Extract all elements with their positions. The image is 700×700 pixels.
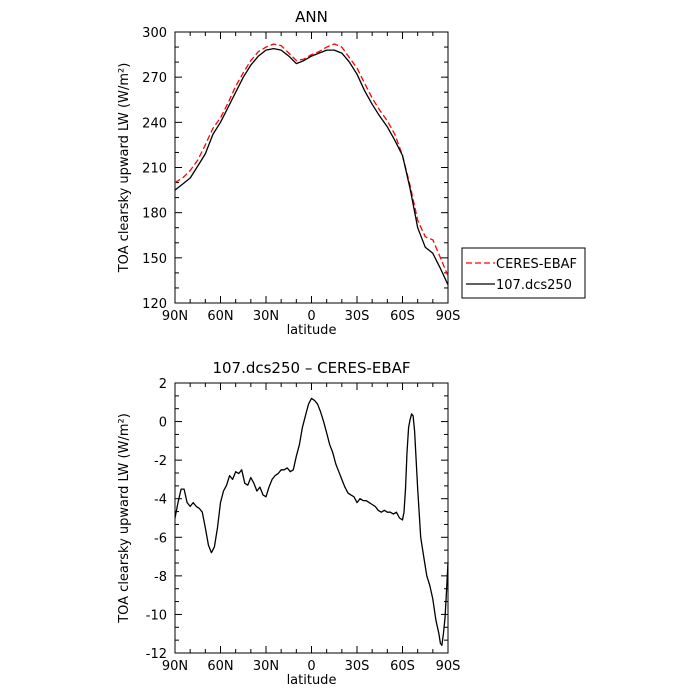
y-tick-label: -6 — [154, 531, 167, 546]
y-tick-label: -12 — [146, 647, 167, 662]
x-tick-label: 60N — [207, 309, 233, 324]
x-tick-label: 60S — [390, 659, 415, 674]
y-axis-label: TOA clearsky upward LW (W/m²) — [117, 413, 132, 624]
series-line-1 — [174, 47, 449, 286]
x-tick-label: 0 — [307, 309, 315, 324]
y-tick-label: 120 — [142, 297, 167, 312]
bottom-panel: 90N 60N 30N 0 30S 60S 90S -12 -10 -8 -6 -4 -2 0 2 107.d… — [117, 359, 460, 688]
series-line-0 — [174, 397, 449, 646]
y-tick-label: 180 — [142, 207, 167, 222]
x-axis-label: latitude — [287, 323, 337, 338]
y-tick-label: 210 — [142, 162, 167, 177]
y-tick-label: -4 — [154, 493, 167, 508]
y-axis-label: TOA clearsky upward LW (W/m²) — [117, 63, 132, 274]
y-tick-label: 150 — [142, 252, 167, 267]
x-tick-label: 90S — [436, 309, 461, 324]
x-axis-label: latitude — [287, 673, 337, 688]
y-tick-label: 300 — [142, 26, 167, 41]
x-tick-label: 30N — [253, 659, 279, 674]
plot-frame — [174, 382, 449, 654]
x-tick-label: 30S — [345, 659, 370, 674]
legend-label: CERES-EBAF — [496, 257, 577, 272]
x-tick-label: 90N — [162, 659, 188, 674]
y-tick-label: -2 — [154, 454, 167, 469]
panel-title: 107.dcs250 – CERES-EBAF — [212, 359, 410, 377]
x-tick-label: 30S — [345, 309, 370, 324]
x-tick-label: 30N — [253, 309, 279, 324]
top-panel: 90N 60N 30N 0 30S 60S 90S 120 150 180 210 240 270 300… — [117, 8, 460, 338]
y-tick-label: -10 — [146, 608, 167, 623]
x-tick-label: 60S — [390, 309, 415, 324]
x-tick-label: 90S — [436, 659, 461, 674]
x-tick-label: 0 — [307, 659, 315, 674]
legend-label: 107.dcs250 — [496, 278, 572, 293]
y-tick-label: 240 — [142, 116, 167, 131]
y-tick-label: -8 — [154, 570, 167, 585]
y-tick-label: 270 — [142, 71, 167, 86]
series-line-0 — [174, 43, 449, 277]
x-tick-label: 90N — [162, 309, 188, 324]
panel-title: ANN — [295, 8, 328, 26]
legend-box — [461, 247, 586, 299]
legend: CERES-EBAF 107.dcs250 — [461, 247, 586, 299]
y-tick-label: 2 — [159, 377, 167, 392]
y-tick-label: 0 — [159, 416, 167, 431]
x-tick-label: 60N — [207, 659, 233, 674]
plot-frame — [174, 31, 449, 304]
